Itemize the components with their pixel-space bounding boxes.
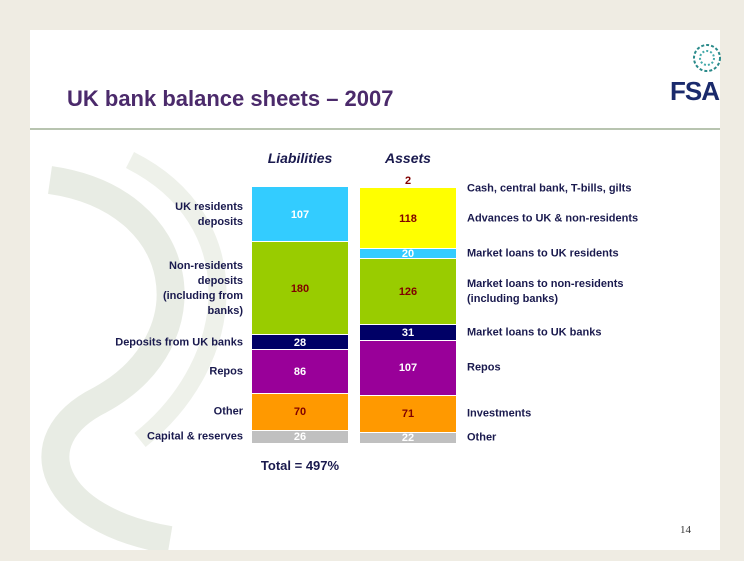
title-rule [30,128,720,130]
segment-label: Repos [467,361,501,374]
value-label: 180 [290,282,310,295]
bar-segment [360,188,456,250]
segment-label: Capital & reserves [147,430,243,443]
value-label: 28 [293,336,307,349]
logo-text: FSA [670,76,720,106]
value-label: 70 [293,406,307,419]
bar-segment [360,395,456,433]
value-label: 22 [401,432,415,445]
bar-segment [252,242,348,336]
bar-segment [360,259,456,325]
bar-segment [360,249,456,260]
value-label: 31 [401,326,415,339]
segment-label: Market loans to UK banks [467,326,602,339]
bar-segment [360,187,456,189]
page-number: 14 [680,524,691,536]
segment-label: Non-residents deposits (including from b… [162,259,243,317]
value-label: 126 [398,285,418,298]
bar-segment [360,432,456,444]
value-label: 107 [290,208,310,221]
segment-label: Investments [467,407,532,420]
segment-label: Repos [209,365,243,378]
value-label: 2 [404,175,412,187]
segment-label: Market loans to non-residents (including… [467,277,624,305]
value-label: 71 [401,408,415,421]
bar-segment [360,340,456,396]
value-label: 20 [401,248,415,261]
slide-title: UK bank balance sheets – 2007 [67,86,394,111]
logo-emblem [693,44,721,72]
total-label: Total = 497% [260,458,340,473]
segment-label: Other [467,431,497,444]
bar-segment [252,187,348,243]
segment-label: Advances to UK & non-residents [467,212,639,225]
column-header: Assets [385,150,431,166]
bar-segment [252,335,348,350]
bar-segment [252,394,348,431]
segment-label: Market loans to UK residents [467,247,619,260]
background-swirl [41,151,227,550]
bar-segment [252,430,348,444]
value-label: 107 [398,362,418,375]
column-header: Liabilities [267,150,333,166]
bar-segment [252,349,348,395]
value-label: 86 [293,366,307,379]
segment-label: Cash, central bank, T-bills, gilts [467,182,632,195]
value-label: 26 [293,431,307,444]
segment-label: Deposits from UK banks [115,336,243,349]
bar-segment [360,324,456,341]
segment-label: Other [213,405,243,418]
value-label: 118 [399,212,417,225]
segment-label: UK residents deposits [175,200,243,228]
